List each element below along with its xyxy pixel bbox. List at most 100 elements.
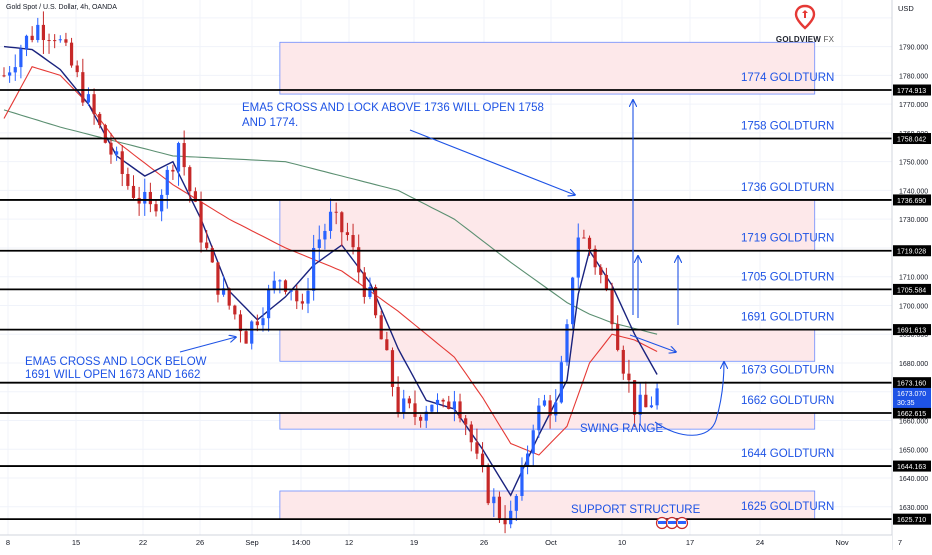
candle[interactable] (154, 199, 158, 217)
candle[interactable] (227, 287, 231, 310)
candle[interactable] (576, 223, 580, 290)
candle[interactable] (19, 44, 23, 79)
candle[interactable] (188, 165, 192, 203)
candle[interactable] (199, 191, 203, 253)
candle[interactable] (24, 34, 29, 57)
candle[interactable] (334, 202, 338, 225)
candle[interactable] (13, 54, 17, 81)
candle[interactable] (554, 389, 558, 422)
candle[interactable] (103, 123, 107, 144)
candle[interactable] (41, 11, 46, 54)
candle[interactable] (435, 393, 440, 413)
candle[interactable] (64, 32, 68, 46)
candle[interactable] (328, 198, 333, 239)
candle[interactable] (8, 66, 12, 83)
candle[interactable] (30, 26, 34, 43)
candle[interactable] (165, 166, 169, 209)
candle[interactable] (357, 234, 361, 283)
candle[interactable] (610, 282, 614, 331)
candle[interactable] (75, 60, 79, 78)
time-axis[interactable]: 8 15 22 26 Sep 14:00 12 19 26 Oct 10 17 24 Nov 7 (0, 534, 902, 550)
candle[interactable] (649, 396, 654, 409)
candle[interactable] (300, 293, 304, 310)
candle[interactable] (81, 58, 85, 106)
candle[interactable] (362, 267, 366, 304)
candle[interactable] (115, 146, 119, 161)
candle[interactable] (143, 178, 147, 216)
candle[interactable] (430, 404, 434, 413)
candle[interactable] (542, 394, 547, 407)
candle[interactable] (497, 491, 502, 523)
candle[interactable] (475, 428, 479, 460)
price-axis[interactable]: USD1630.0001640.0001650.0001660.0001670.… (891, 0, 932, 550)
candle[interactable] (47, 33, 51, 54)
candle[interactable] (604, 267, 609, 292)
candle[interactable] (278, 279, 282, 294)
candle[interactable] (244, 328, 248, 344)
candle[interactable] (255, 314, 259, 332)
candle[interactable] (486, 463, 490, 506)
candle[interactable] (452, 390, 456, 422)
candle[interactable] (306, 277, 310, 314)
candle[interactable] (345, 222, 350, 241)
candle[interactable] (424, 405, 428, 429)
candle[interactable] (407, 395, 411, 409)
candle[interactable] (655, 383, 659, 410)
candle[interactable] (531, 424, 535, 466)
candle[interactable] (469, 421, 473, 452)
candle[interactable] (587, 235, 592, 256)
candle[interactable] (53, 34, 57, 49)
candle[interactable] (2, 67, 6, 78)
candle[interactable] (238, 310, 243, 343)
candle[interactable] (69, 37, 74, 68)
candle[interactable] (160, 189, 164, 222)
candle[interactable] (441, 398, 445, 408)
candle[interactable] (120, 144, 124, 187)
candle-layer[interactable] (2, 11, 659, 534)
candle[interactable] (351, 223, 355, 255)
candle[interactable] (379, 310, 383, 340)
candle[interactable] (131, 175, 136, 200)
candle[interactable] (233, 304, 237, 320)
candle[interactable] (98, 111, 102, 129)
candle[interactable] (520, 457, 524, 501)
candle[interactable] (480, 442, 485, 473)
candle[interactable] (289, 289, 293, 301)
candle[interactable] (582, 229, 586, 239)
candle[interactable] (261, 307, 265, 332)
current-price-tag[interactable] (893, 387, 931, 408)
candle[interactable] (148, 182, 152, 213)
candle[interactable] (571, 276, 575, 330)
candle[interactable] (340, 211, 344, 247)
candle[interactable] (525, 445, 530, 475)
candle[interactable] (205, 229, 209, 252)
candle[interactable] (221, 276, 226, 297)
candle[interactable] (283, 279, 288, 295)
candle[interactable] (548, 394, 552, 429)
candle[interactable] (492, 488, 496, 518)
candle[interactable] (250, 320, 254, 350)
candle[interactable] (419, 414, 423, 428)
candle[interactable] (126, 167, 130, 190)
candle[interactable] (171, 164, 175, 180)
candle[interactable] (216, 262, 220, 303)
candle[interactable] (447, 395, 451, 410)
candle[interactable] (58, 35, 62, 43)
candle[interactable] (36, 17, 40, 43)
candle[interactable] (559, 355, 563, 404)
candle[interactable] (176, 141, 181, 186)
candle[interactable] (267, 284, 271, 332)
candle[interactable] (390, 347, 395, 397)
candle[interactable] (599, 264, 603, 284)
candle[interactable] (616, 315, 620, 352)
candle[interactable] (323, 223, 327, 250)
candle[interactable] (621, 345, 625, 380)
candle[interactable] (509, 500, 513, 529)
candle[interactable] (632, 380, 637, 427)
candle[interactable] (458, 393, 462, 423)
symbol-title[interactable]: Gold Spot / U.S. Dollar, 4h, OANDA (6, 4, 117, 11)
candle[interactable] (565, 319, 569, 366)
candle[interactable] (402, 389, 406, 419)
candle[interactable] (627, 359, 631, 393)
